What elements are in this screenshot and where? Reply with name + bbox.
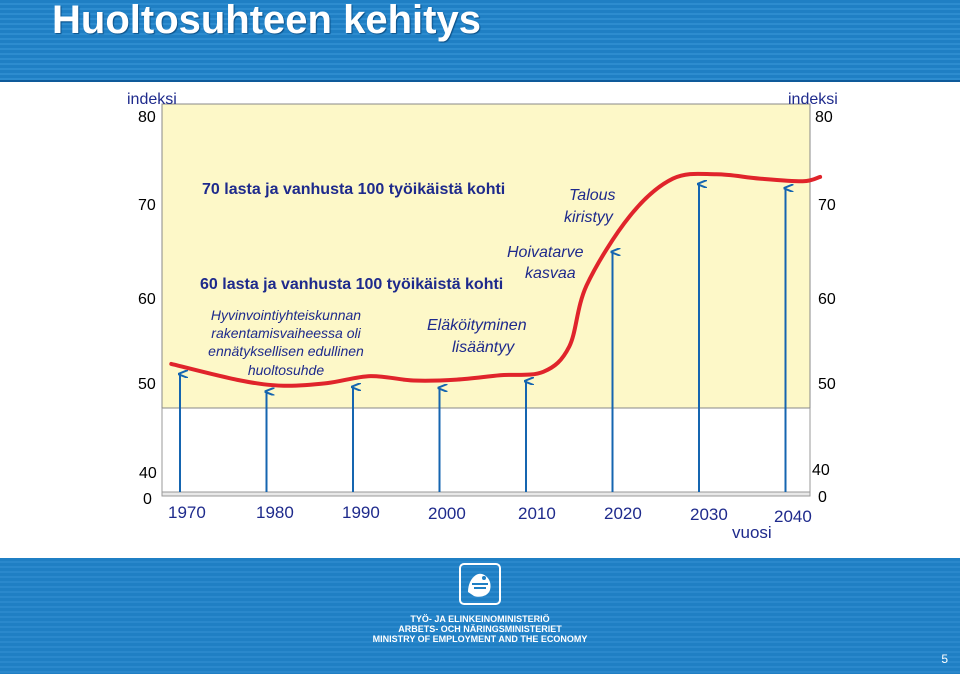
x-tick-2000: 2000: [428, 504, 466, 523]
ministry-name-en: MINISTRY OF EMPLOYMENT AND THE ECONOMY: [372, 634, 588, 644]
annotation-hoivatarve-1: Hoivatarve: [507, 244, 584, 261]
x-tick-2010: 2010: [518, 504, 556, 523]
y-tick-left-40: 40: [139, 465, 157, 482]
title-bar: [0, 0, 960, 82]
lion-emblem-icon: [459, 563, 501, 605]
page-number: 5: [941, 652, 948, 666]
x-tick-2020: 2020: [604, 504, 642, 523]
y-tick-right-50: 50: [818, 376, 836, 393]
y-tick-right-80: 80: [815, 109, 833, 126]
y-tick-left-0: 0: [143, 491, 152, 508]
x-tick-1970: 1970: [168, 503, 206, 522]
annotation-hyvinvointi-1: Hyvinvointiyhteiskunnan: [211, 307, 361, 323]
series-line: [169, 171, 823, 388]
y-tick-right-0: 0: [818, 489, 827, 506]
annotation-hyvinvointi-2: rakentamisvaiheessa oli: [211, 325, 361, 341]
slide-title: Huoltosuhteen kehitys: [52, 0, 481, 42]
x-tick-1990: 1990: [342, 503, 380, 522]
y-axis-label-right: indeksi: [788, 91, 838, 108]
annotation-elakoityminen-2: lisääntyy: [452, 339, 515, 356]
chart: indeksi indeksi 80 70 60 50 80 70 60 50 …: [127, 91, 838, 542]
annotation-hyvinvointi-4: huoltosuhde: [248, 362, 325, 378]
y-axis-label-left: indeksi: [127, 91, 177, 108]
y-tick-right-40: 40: [812, 462, 830, 479]
x-tick-2030: 2030: [690, 505, 728, 524]
y-tick-left-60: 60: [138, 291, 156, 308]
y-tick-left-80: 80: [138, 109, 156, 126]
x-tick-2040: 2040: [774, 507, 812, 526]
annotation-line60: 60 lasta ja vanhusta 100 työikäistä koht…: [200, 276, 503, 293]
annotation-hyvinvointi-3: ennätyksellisen edullinen: [208, 343, 364, 359]
plot-area: [161, 103, 811, 409]
x-axis-bar: [161, 491, 811, 497]
y-tick-right-60: 60: [818, 291, 836, 308]
arrow-group: [180, 184, 786, 492]
x-axis-label: vuosi: [732, 523, 772, 542]
annotation-talous-1: Talous: [569, 187, 616, 204]
annotation-elakoityminen-1: Eläköityminen: [427, 317, 527, 334]
y-tick-left-50: 50: [138, 376, 156, 393]
annotation-talous-2: kiristyy: [564, 209, 614, 226]
annotation-line70: 70 lasta ja vanhusta 100 työikäistä koht…: [202, 181, 505, 198]
x-tick-1980: 1980: [256, 503, 294, 522]
ministry-name-fi: TYÖ- JA ELINKEINOMINISTERIÖ: [410, 614, 550, 624]
annotation-hoivatarve-2: kasvaa: [525, 265, 576, 282]
y-tick-left-70: 70: [138, 197, 156, 214]
ministry-name-sv: ARBETS- OCH NÄRINGSMINISTERIET: [398, 624, 562, 634]
y-tick-right-70: 70: [818, 197, 836, 214]
